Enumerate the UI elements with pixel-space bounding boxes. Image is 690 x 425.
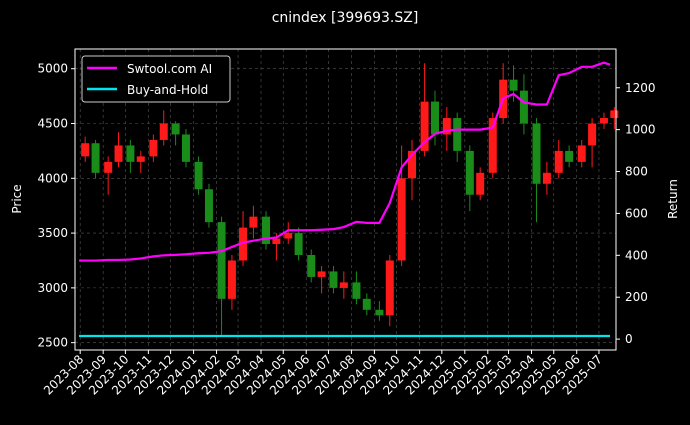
- y-tick-label: 5000: [37, 62, 68, 76]
- candle-body: [81, 143, 90, 157]
- candle-body: [588, 123, 597, 146]
- x-axis: 2023-082023-092023-102023-112023-122024-…: [41, 350, 605, 398]
- candle-body: [204, 189, 213, 223]
- candle-body: [408, 150, 417, 179]
- legend: Swtool.com AI Buy-and-Hold: [81, 55, 231, 103]
- candle-body: [397, 178, 406, 261]
- y-axis-right: 0 200 400 600 800 1000 1200: [616, 81, 656, 346]
- candle-body: [307, 254, 316, 277]
- candle-body: [488, 118, 497, 173]
- y2-tick-label: 1200: [625, 81, 656, 95]
- y2-tick-label: 800: [625, 165, 648, 179]
- candle-body: [262, 216, 271, 245]
- candle-body: [577, 145, 586, 162]
- candle-body: [420, 101, 429, 151]
- candle-body: [171, 123, 180, 135]
- y2-tick-label: 1000: [625, 123, 656, 137]
- candle-body: [430, 101, 439, 135]
- y2-tick-label: 200: [625, 290, 648, 304]
- chart-title: cnindex [399693.SZ]: [272, 10, 419, 26]
- candle-body: [249, 216, 258, 228]
- y-tick-label: 3000: [37, 281, 68, 295]
- y-axis-label: Price: [10, 184, 24, 213]
- candle-body: [375, 309, 384, 316]
- candle-body: [385, 260, 394, 316]
- candle-body: [554, 150, 563, 173]
- legend-label-strategy: Swtool.com AI: [127, 62, 212, 76]
- candle-body: [272, 238, 281, 245]
- y2-tick-label: 600: [625, 206, 648, 220]
- candle-body: [599, 118, 608, 124]
- candle-body: [149, 139, 158, 157]
- candle-body: [610, 110, 619, 119]
- candle-body: [542, 172, 551, 184]
- candle-body: [217, 222, 226, 299]
- y-tick-label: 4000: [37, 171, 68, 185]
- candle-body: [126, 145, 135, 162]
- candle-body: [284, 233, 293, 239]
- candle-body: [114, 145, 123, 162]
- candle-body: [476, 172, 485, 195]
- candle-body: [565, 150, 574, 162]
- candle-body: [194, 161, 203, 190]
- candle-body: [294, 233, 303, 255]
- candle-body: [532, 123, 541, 184]
- y-tick-label: 4500: [37, 117, 68, 131]
- strategy-line: [79, 61, 611, 262]
- legend-box: [81, 55, 231, 103]
- y2-tick-label: 400: [625, 248, 648, 262]
- candle-body: [136, 156, 145, 162]
- candle-body: [181, 134, 190, 162]
- candle-body: [159, 123, 168, 140]
- candle-body: [104, 161, 113, 173]
- lines: [79, 61, 611, 338]
- y2-tick-label: 0: [625, 332, 633, 346]
- candle-body: [352, 282, 361, 299]
- candle-body: [329, 271, 338, 288]
- candle-body: [227, 260, 236, 299]
- candle-body: [317, 271, 326, 277]
- y-tick-label: 3500: [37, 226, 68, 240]
- candle-body: [519, 90, 528, 124]
- candle-body: [442, 118, 451, 135]
- y2-axis-label: Return: [666, 179, 680, 219]
- candle-body: [465, 150, 474, 195]
- candle-body: [509, 79, 518, 91]
- candle-body: [362, 298, 371, 310]
- plot-frame: [74, 48, 617, 351]
- y-axis-left: 2500 3000 3500 4000 4500 5000: [37, 62, 75, 350]
- candle-body: [239, 227, 248, 261]
- candle-body: [91, 143, 100, 173]
- candle-body: [453, 118, 462, 151]
- y-tick-label: 2500: [37, 336, 68, 350]
- legend-label-buyhold: Buy-and-Hold: [127, 83, 208, 97]
- candle-body: [339, 282, 348, 288]
